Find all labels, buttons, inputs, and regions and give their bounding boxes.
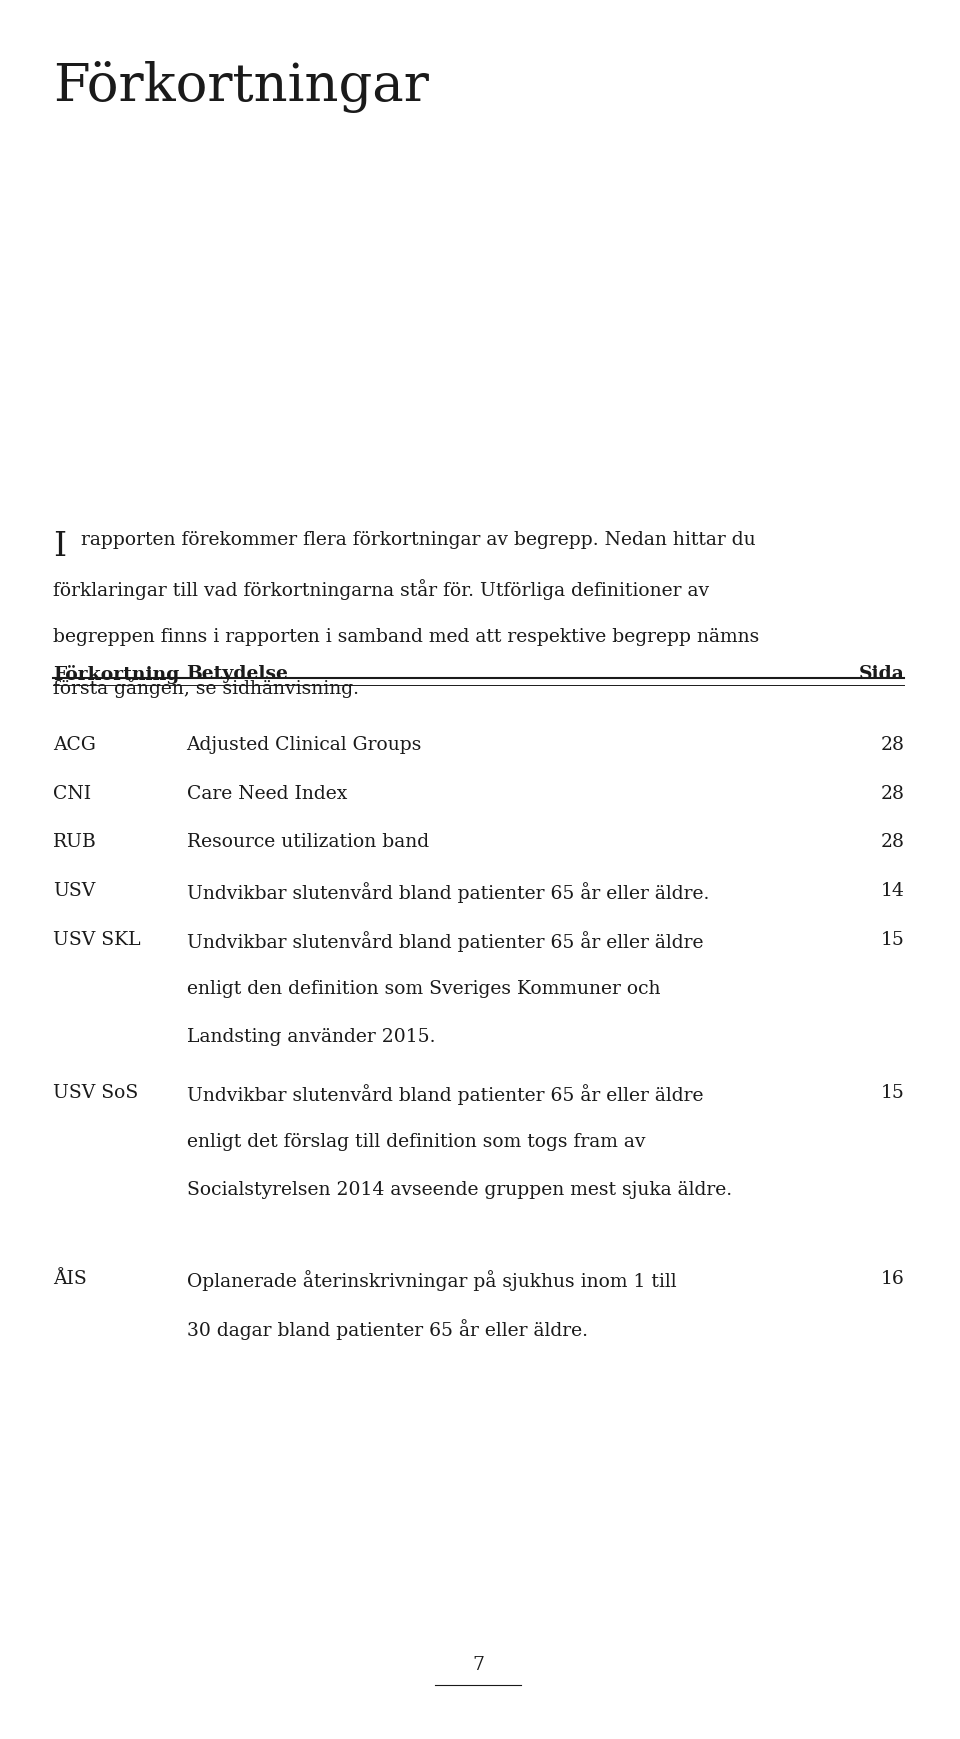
- Text: 30 dagar bland patienter 65 år eller äldre.: 30 dagar bland patienter 65 år eller äld…: [186, 1318, 588, 1339]
- Text: enligt det förslag till definition som togs fram av: enligt det förslag till definition som t…: [186, 1132, 645, 1149]
- Text: Undvikbar slutenvård bland patienter 65 år eller äldre.: Undvikbar slutenvård bland patienter 65 …: [186, 882, 708, 903]
- Text: 14: 14: [880, 882, 904, 899]
- Text: I: I: [53, 530, 65, 562]
- Text: 28: 28: [880, 784, 904, 802]
- Text: ÅIS: ÅIS: [53, 1269, 86, 1287]
- Text: USV SKL: USV SKL: [53, 930, 140, 948]
- Text: USV: USV: [53, 882, 95, 899]
- Text: 7: 7: [472, 1656, 485, 1673]
- Text: begreppen finns i rapporten i samband med att respektive begrepp nämns: begreppen finns i rapporten i samband me…: [53, 628, 758, 645]
- Text: 28: 28: [880, 833, 904, 850]
- Text: Socialstyrelsen 2014 avseende gruppen mest sjuka äldre.: Socialstyrelsen 2014 avseende gruppen me…: [186, 1181, 732, 1198]
- Text: RUB: RUB: [53, 833, 96, 850]
- Text: rapporten förekommer flera förkortningar av begrepp. Nedan hittar du: rapporten förekommer flera förkortningar…: [82, 530, 756, 548]
- Text: 15: 15: [880, 930, 904, 948]
- Text: Oplanerade återinskrivningar på sjukhus inom 1 till: Oplanerade återinskrivningar på sjukhus …: [186, 1269, 676, 1290]
- Text: CNI: CNI: [53, 784, 91, 802]
- Text: Förkortning: Förkortning: [53, 664, 179, 683]
- Text: USV SoS: USV SoS: [53, 1083, 138, 1101]
- Text: 28: 28: [880, 736, 904, 753]
- Text: Resource utilization band: Resource utilization band: [186, 833, 429, 850]
- Text: Undvikbar slutenvård bland patienter 65 år eller äldre: Undvikbar slutenvård bland patienter 65 …: [186, 930, 703, 951]
- Text: 15: 15: [880, 1083, 904, 1101]
- Text: första gången, se sidhänvisning.: första gången, se sidhänvisning.: [53, 676, 359, 697]
- Text: 16: 16: [880, 1269, 904, 1287]
- Text: ACG: ACG: [53, 736, 95, 753]
- Text: Betydelse: Betydelse: [186, 664, 288, 682]
- Text: Sida: Sida: [858, 664, 904, 682]
- Text: Landsting använder 2015.: Landsting använder 2015.: [186, 1028, 435, 1045]
- Text: Undvikbar slutenvård bland patienter 65 år eller äldre: Undvikbar slutenvård bland patienter 65 …: [186, 1083, 703, 1104]
- Text: Adjusted Clinical Groups: Adjusted Clinical Groups: [186, 736, 422, 753]
- Text: Care Need Index: Care Need Index: [186, 784, 347, 802]
- Text: enligt den definition som Sveriges Kommuner och: enligt den definition som Sveriges Kommu…: [186, 979, 660, 996]
- Text: Förkortningar: Förkortningar: [53, 61, 428, 113]
- Text: förklaringar till vad förkortningarna står för. Utförliga definitioner av: förklaringar till vad förkortningarna st…: [53, 579, 708, 600]
